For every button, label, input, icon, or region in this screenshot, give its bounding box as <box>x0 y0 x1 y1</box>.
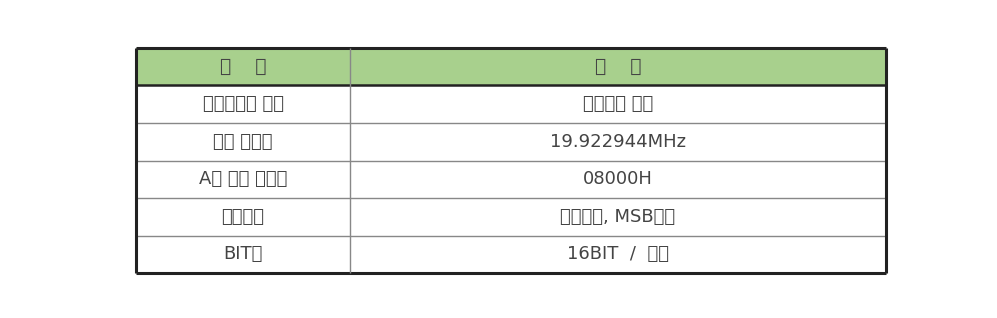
Bar <box>137 123 350 161</box>
Text: BIT수: BIT수 <box>223 245 262 263</box>
Bar <box>137 236 350 273</box>
Bar <box>350 236 885 273</box>
Bar <box>350 198 885 236</box>
Bar <box>350 86 885 123</box>
Text: 맹체스터 코딩: 맹체스터 코딩 <box>582 95 653 113</box>
Bar <box>350 123 885 161</box>
Text: 전송방법: 전송방법 <box>221 208 264 226</box>
Bar <box>350 48 885 86</box>
Bar <box>137 86 350 123</box>
Text: 직렬전송, MSB먼저: 직렬전송, MSB먼저 <box>560 208 675 226</box>
Text: A축 번호 데이터: A축 번호 데이터 <box>198 170 287 188</box>
Bar <box>137 48 350 86</box>
Text: 전송데이터 형태: 전송데이터 형태 <box>202 95 283 113</box>
Text: 08000H: 08000H <box>583 170 653 188</box>
Text: 19.922944MHz: 19.922944MHz <box>549 133 686 151</box>
Text: 규    격: 규 격 <box>594 57 641 76</box>
Bar <box>137 161 350 198</box>
Text: 16BIT  /  쉡녀: 16BIT / 쉡녀 <box>566 245 669 263</box>
Bar <box>350 161 885 198</box>
Text: 전송 주파수: 전송 주파수 <box>213 133 273 151</box>
Bar <box>137 198 350 236</box>
Text: 항    목: 항 목 <box>219 57 266 76</box>
